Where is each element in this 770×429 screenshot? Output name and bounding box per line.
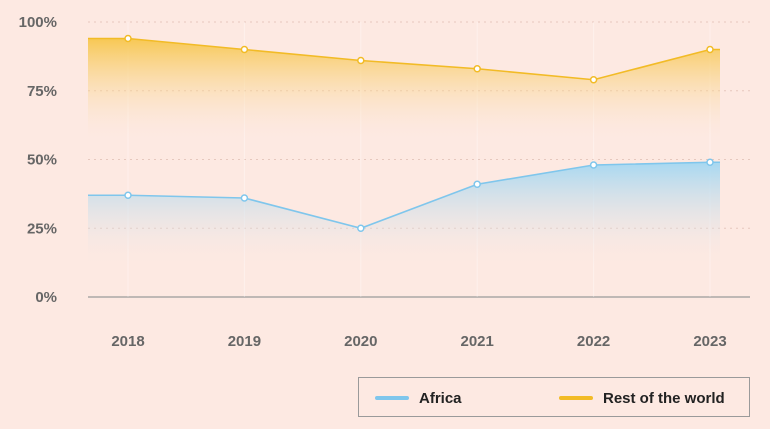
area-fill-africa — [88, 162, 720, 268]
data-point-rest-of-the-world — [357, 56, 365, 65]
y-tick-label: 0% — [35, 289, 57, 306]
data-point-africa — [357, 224, 365, 232]
y-tick-label: 25% — [27, 220, 57, 237]
y-axis-ticks: 0% 25% 50% 75% 100% — [19, 14, 57, 306]
x-tick-label: 2022 — [577, 333, 610, 350]
x-tick-label: 2020 — [344, 333, 377, 350]
series-line-africa — [88, 161, 720, 230]
series-areas — [88, 38, 720, 268]
y-tick-label: 75% — [27, 83, 57, 100]
legend-label-rest-of-world: Rest of the world — [603, 389, 725, 407]
data-point-rest-of-the-world — [240, 45, 249, 54]
data-point-africa — [473, 180, 481, 188]
data-point-rest-of-the-world — [589, 76, 598, 84]
series-points — [124, 34, 714, 232]
data-point-rest-of-the-world — [706, 45, 714, 54]
series-line-rest-of-the-world — [88, 37, 720, 81]
x-tick-label: 2021 — [461, 333, 494, 350]
data-point-africa — [240, 194, 249, 202]
legend-item-rest-of-world: Rest of the world — [559, 388, 725, 408]
series-lines — [88, 37, 720, 230]
x-tick-label: 2023 — [693, 333, 726, 350]
x-axis-ticks: 2018 2019 2020 2021 2022 2023 — [111, 333, 726, 350]
chart-legend: Africa Rest of the world — [358, 377, 750, 417]
legend-swatch-rest-of-world — [559, 396, 593, 400]
legend-label-africa: Africa — [419, 389, 462, 407]
legend-item-africa: Africa — [375, 388, 462, 408]
y-tick-label: 100% — [19, 14, 57, 31]
data-point-africa — [706, 158, 714, 166]
data-point-rest-of-the-world — [124, 34, 132, 43]
x-tick-label: 2019 — [228, 333, 261, 350]
legend-swatch-africa — [375, 396, 409, 400]
x-tick-label: 2018 — [111, 333, 144, 350]
data-point-africa — [589, 161, 598, 169]
data-point-africa — [124, 191, 132, 199]
area-fill-rest-of-the-world — [88, 38, 720, 144]
y-tick-label: 50% — [27, 152, 57, 169]
data-point-rest-of-the-world — [473, 65, 481, 73]
